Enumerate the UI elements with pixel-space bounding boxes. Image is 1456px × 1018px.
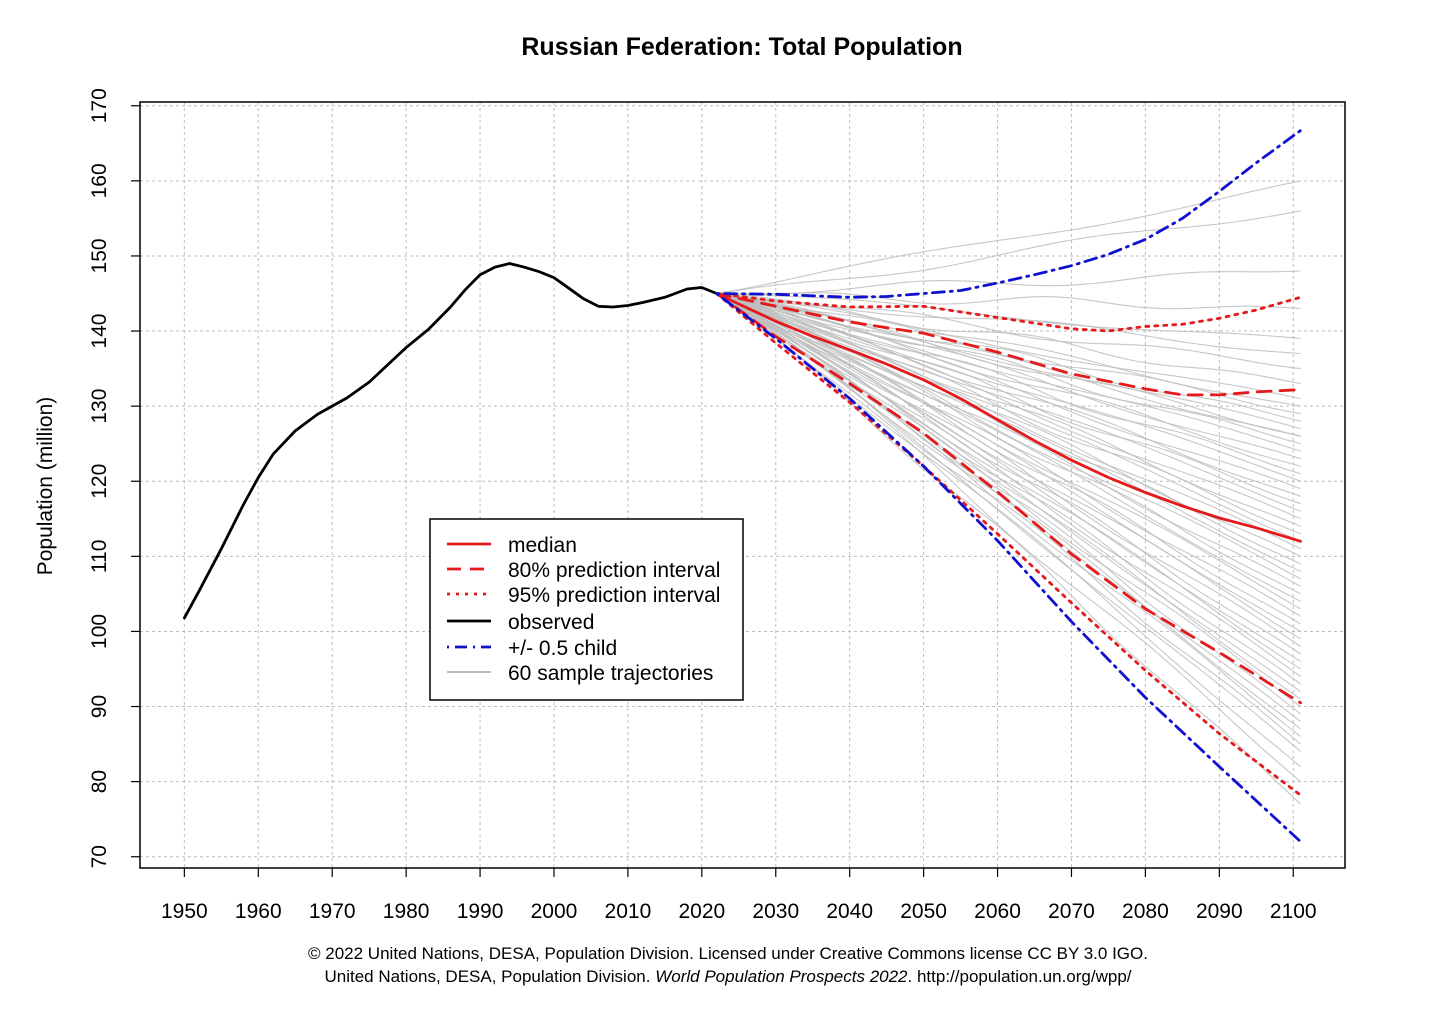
y-tick-label-150: 150 xyxy=(88,238,111,273)
x-tick-label-2050: 2050 xyxy=(900,900,947,923)
series-line-7 xyxy=(715,129,1302,299)
trajectory-14 xyxy=(716,292,1301,437)
chart-title: Russian Federation: Total Population xyxy=(521,33,962,61)
population-chart: Russian Federation: Total Population Pop… xyxy=(34,33,1346,923)
y-tick-label-100: 100 xyxy=(88,614,111,649)
trajectory-41 xyxy=(716,293,1301,632)
x-tick-label-1990: 1990 xyxy=(457,900,504,923)
trajectory-25 xyxy=(716,292,1301,512)
x-tick-label-2010: 2010 xyxy=(605,900,652,923)
trajectory-16 xyxy=(716,292,1301,445)
trajectory-22 xyxy=(716,292,1301,490)
grid-lines xyxy=(140,102,1345,868)
trajectory-2 xyxy=(716,210,1301,295)
trajectory-1 xyxy=(716,180,1301,295)
trajectory-5 xyxy=(716,292,1301,340)
legend-label-trajectories: 60 sample trajectories xyxy=(508,662,713,685)
y-tick-label-90: 90 xyxy=(88,695,111,718)
y-tick-label-70: 70 xyxy=(88,845,111,868)
trajectory-44 xyxy=(716,293,1301,655)
x-tick-label-2000: 2000 xyxy=(531,900,578,923)
footer-source: United Nations, DESA, Population Divisio… xyxy=(324,967,656,986)
x-axis: 1950 1960 1970 1980 1990 2000 2010 2020 2030 2040… xyxy=(161,868,1317,923)
series-line-6 xyxy=(182,262,718,620)
trajectory-49 xyxy=(716,293,1301,692)
series-line-4 xyxy=(715,292,1302,333)
trajectory-4 xyxy=(716,292,1301,310)
y-axis: 70 80 90 100 110 120 130 140 150 160 170 xyxy=(88,88,140,868)
trajectory-13 xyxy=(716,292,1301,430)
x-tick-label-2040: 2040 xyxy=(826,900,873,923)
x-tick-label-1960: 1960 xyxy=(235,900,282,923)
trajectory-38 xyxy=(716,292,1301,610)
trajectory-12 xyxy=(716,292,1301,422)
trajectory-40 xyxy=(716,293,1301,625)
y-tick-label-130: 130 xyxy=(88,389,111,424)
y-tick-label-110: 110 xyxy=(88,540,111,573)
trajectory-3 xyxy=(716,270,1301,295)
y-tick-label-140: 140 xyxy=(88,314,111,349)
y-tick-label-160: 160 xyxy=(88,163,111,198)
series-line-3 xyxy=(715,292,1302,705)
footer-url: . http://population.un.org/wpp/ xyxy=(907,967,1132,986)
y-tick-label-80: 80 xyxy=(88,770,111,793)
legend-label-80pi: 80% prediction interval xyxy=(508,559,720,582)
legend-label-half-child: +/- 0.5 child xyxy=(508,637,617,660)
x-tick-label-1980: 1980 xyxy=(383,900,430,923)
legend-box xyxy=(429,518,744,701)
legend-label-median: median xyxy=(508,534,577,557)
x-tick-label-2060: 2060 xyxy=(974,900,1021,923)
trajectory-33 xyxy=(716,292,1301,572)
trajectory-9 xyxy=(716,292,1301,400)
x-tick-label-1970: 1970 xyxy=(309,900,356,923)
x-tick-label-2090: 2090 xyxy=(1196,900,1243,923)
legend-label-observed: observed xyxy=(508,611,594,634)
x-tick-label-2030: 2030 xyxy=(752,900,799,923)
trajectory-30 xyxy=(716,292,1301,550)
series-line-5 xyxy=(715,292,1302,797)
y-axis-label: Population (million) xyxy=(34,397,57,576)
x-tick-label-2080: 2080 xyxy=(1122,900,1169,923)
plot-frame xyxy=(139,101,1346,869)
y-tick-label-170: 170 xyxy=(88,88,111,123)
series-lines xyxy=(182,129,1302,844)
x-tick-label-2070: 2070 xyxy=(1048,900,1095,923)
trajectory-51 xyxy=(716,293,1301,707)
trajectory-59 xyxy=(716,293,1301,783)
trajectory-36 xyxy=(716,292,1301,595)
x-tick-label-1950: 1950 xyxy=(161,900,208,923)
trajectory-27 xyxy=(716,292,1301,527)
trajectory-45 xyxy=(716,293,1301,662)
trajectory-23 xyxy=(716,292,1301,497)
y-tick-label-120: 120 xyxy=(88,464,111,499)
footer-credit-line1: © 2022 United Nations, DESA, Population … xyxy=(308,944,1148,963)
footer-credit-line2: United Nations, DESA, Population Divisio… xyxy=(0,967,1456,987)
trajectory-21 xyxy=(716,292,1301,482)
x-tick-label-2020: 2020 xyxy=(678,900,725,923)
trajectory-43 xyxy=(716,293,1301,647)
legend-label-95pi: 95% prediction interval xyxy=(508,584,720,607)
trajectory-18 xyxy=(716,292,1301,460)
trajectory-42 xyxy=(716,292,1301,640)
trajectory-19 xyxy=(716,292,1301,467)
trajectory-48 xyxy=(716,293,1301,685)
sample-trajectories xyxy=(716,180,1301,805)
series-line-1 xyxy=(715,292,1302,543)
trajectory-37 xyxy=(716,293,1301,602)
series-line-8 xyxy=(715,292,1302,844)
legend: median 80% prediction interval 95% predi… xyxy=(429,518,744,701)
footer-publication: World Population Prospects 2022 xyxy=(655,967,908,986)
x-tick-label-2100: 2100 xyxy=(1270,900,1317,923)
trajectory-34 xyxy=(716,292,1301,580)
trajectory-26 xyxy=(716,292,1301,520)
